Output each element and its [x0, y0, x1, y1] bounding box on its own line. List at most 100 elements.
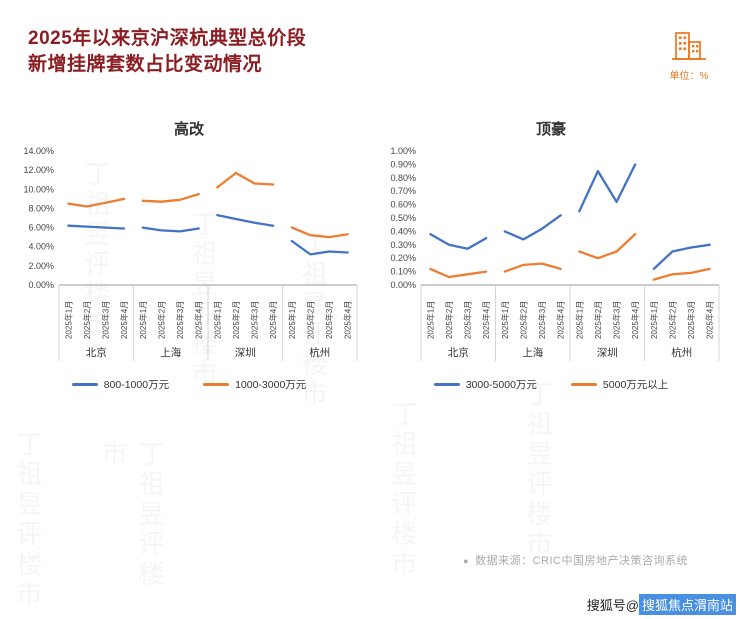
x-tick-label: 2025年3月 [463, 301, 473, 339]
x-tick-label: 2025年2月 [156, 301, 166, 339]
series-line [578, 163, 637, 213]
legend-label: 5000万元以上 [602, 379, 669, 391]
y-tick-label: 1.00% [390, 146, 416, 156]
x-tick-label: 2025年4月 [268, 301, 278, 339]
page-title-line1: 2025年以来京沪深杭典型总价段 [28, 28, 307, 49]
chart-title-dinghao: 顶豪 [535, 121, 566, 138]
series-line [290, 239, 349, 256]
legend-label: 3000-5000万元 [465, 379, 537, 391]
x-tick-label: 2025年4月 [194, 301, 204, 339]
x-tick-label: 2025年4月 [343, 301, 353, 339]
series-line [141, 226, 200, 233]
x-tick-label: 2025年3月 [250, 301, 260, 339]
x-tick-label: 2025年4月 [119, 301, 129, 339]
x-tick-label: 2025年2月 [593, 301, 603, 339]
x-tick-label: 2025年1月 [500, 301, 510, 339]
header: 2025年以来京沪深杭典型总价段 新增挂牌套数占比变动情况 单位：% [0, 0, 740, 82]
page-title-line2: 新增挂牌套数占比变动情况 [28, 53, 263, 75]
series-line [67, 197, 126, 208]
y-tick-label: 0.60% [390, 200, 416, 210]
y-tick-label: 0.00% [28, 280, 54, 290]
series-line [141, 192, 200, 203]
legend-item: 800-1000万元 [71, 377, 169, 392]
x-tick-label: 2025年4月 [705, 301, 715, 339]
corner-watermark: 搜狐号@ 搜狐焦点渭南站 [587, 594, 736, 615]
corner-watermark-name: 搜狐焦点渭南站 [638, 594, 736, 615]
x-tick-label: 2025年3月 [324, 301, 334, 339]
series-line [67, 224, 126, 230]
city-label: 深圳 [597, 347, 618, 359]
series-line [578, 232, 637, 260]
legend-swatch [433, 383, 460, 386]
x-tick-label: 2025年4月 [481, 301, 491, 339]
y-tick-label: 0.20% [390, 253, 416, 263]
x-tick-label: 2025年1月 [287, 301, 297, 339]
y-tick-label: 4.00% [28, 242, 54, 252]
series-line [216, 171, 275, 189]
legend-swatch [570, 383, 597, 386]
city-label: 上海 [522, 346, 543, 359]
y-tick-label: 0.00% [390, 280, 416, 290]
x-tick-label: 2025年2月 [82, 301, 92, 339]
page-title: 2025年以来京沪深杭典型总价段 新增挂牌套数占比变动情况 [28, 26, 306, 77]
y-tick-label: 6.00% [28, 223, 54, 233]
city-label: 杭州 [671, 346, 692, 359]
x-tick-label: 2025年2月 [231, 301, 241, 339]
y-tick-label: 14.00% [23, 146, 54, 156]
y-tick-label: 0.90% [390, 159, 416, 169]
legend-item: 5000万元以上 [570, 377, 669, 392]
x-tick-label: 2025年1月 [212, 301, 222, 339]
y-tick-label: 0.80% [390, 173, 416, 183]
chart-gaogai-legend: 800-1000万元 1000-3000万元 [71, 377, 306, 392]
series-line [290, 226, 349, 239]
watermark-text: 丁祖昱评楼市 [523, 380, 553, 560]
building-icon [672, 32, 706, 60]
legend-swatch [203, 383, 230, 386]
x-tick-label: 2025年1月 [63, 301, 73, 339]
legend-swatch [71, 383, 98, 386]
chart-dinghao-plot: 0.00% 0.10% 0.20% 0.30% 0.40% 0.50% 0.60% 0.70%… [390, 146, 720, 361]
watermark-text: 丁祖昱评楼市 [388, 400, 418, 580]
y-tick-label: 0.50% [390, 213, 416, 223]
x-tick-label: 2025年3月 [537, 301, 547, 339]
charts-row: 高改 0.00% 2.00% 4.00% 6.00% 8.00% 10.00% 12.00%… [0, 118, 740, 392]
unit-label: 单位：% [669, 71, 709, 82]
x-tick-label: 2025年2月 [518, 301, 528, 339]
data-source: ● 数据来源：CRIC中国房地产决策咨询系统 [463, 552, 688, 568]
x-tick-label: 2025年3月 [686, 301, 696, 339]
series-line [216, 213, 275, 227]
city-label: 深圳 [235, 347, 256, 359]
series-line [652, 267, 711, 281]
series-line [652, 243, 711, 271]
x-tick-label: 2025年2月 [667, 301, 677, 339]
x-tick-label: 2025年3月 [612, 301, 622, 339]
watermark-text: 丁祖昱评楼市 [13, 430, 43, 610]
series-line [429, 267, 488, 279]
series-line [429, 232, 488, 250]
series-line [503, 214, 562, 241]
watermark-text: 丁祖昱评楼市 [98, 440, 165, 590]
x-tick-label: 2025年2月 [444, 301, 454, 339]
y-tick-label: 2.00% [28, 261, 54, 271]
city-label: 杭州 [309, 346, 330, 359]
x-tick-label: 2025年1月 [574, 301, 584, 339]
y-tick-label: 0.70% [390, 186, 416, 196]
x-tick-label: 2025年4月 [556, 301, 566, 339]
series-line [503, 262, 562, 273]
chart-gaogai: 高改 0.00% 2.00% 4.00% 6.00% 8.00% 10.00% 12.00%… [10, 118, 368, 392]
data-source-bullet: ● [463, 556, 470, 566]
data-source-text: 数据来源：CRIC中国房地产决策咨询系统 [475, 555, 688, 567]
chart-dinghao-legend: 3000-5000万元 5000万元以上 [433, 377, 669, 392]
y-tick-label: 0.40% [390, 226, 416, 236]
legend-label: 1000-3000万元 [235, 379, 307, 391]
unit-block: 单位：% [668, 30, 710, 82]
corner-watermark-prefix: 搜狐号@ [586, 598, 639, 613]
chart-title-gaogai: 高改 [173, 121, 204, 138]
y-tick-label: 8.00% [28, 203, 54, 213]
legend-item: 1000-3000万元 [203, 377, 306, 392]
y-tick-label: 12.00% [23, 165, 54, 175]
x-tick-label: 2025年3月 [101, 301, 111, 339]
x-tick-label: 2025年4月 [630, 301, 640, 339]
city-label: 北京 [86, 346, 107, 359]
